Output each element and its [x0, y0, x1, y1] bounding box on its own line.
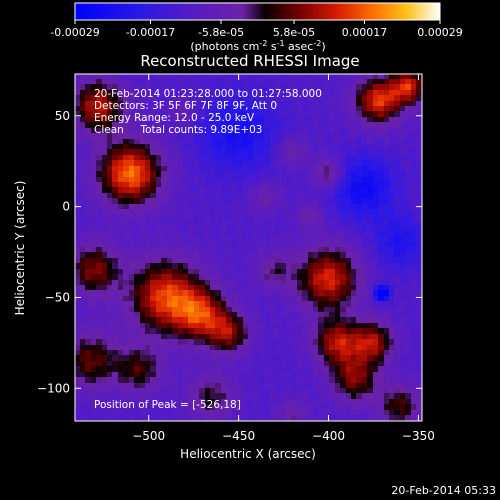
colorbar-tick-label: 5.8e-05 — [273, 26, 315, 39]
x-tick-label: −350 — [402, 429, 435, 443]
colorbar-tick-label: 0.00029 — [417, 26, 463, 39]
y-tick-label: −50 — [45, 290, 70, 304]
colorbar-tick-label: -5.8e-05 — [198, 26, 244, 39]
x-tick-label: −500 — [132, 429, 165, 443]
annotation-time: 20-Feb-2014 01:23:28.000 to 01:27:58.000 — [94, 88, 322, 100]
x-axis-ticks: −500 −450 −400 −350 — [132, 74, 435, 443]
x-axis-label: Heliocentric X (arcsec) — [180, 447, 316, 461]
x-tick-label: −400 — [312, 429, 345, 443]
colorbar-ticks: -0.00029 -0.00017 -5.8e-05 5.8e-05 0.00017 0.… — [50, 20, 463, 39]
annotation-block: 20-Feb-2014 01:23:28.000 to 01:27:58.000… — [94, 88, 322, 136]
colorbar-gradient — [74, 2, 441, 21]
y-tick-label: −100 — [37, 381, 70, 395]
peak-position-label: Position of Peak = [-526,18] — [94, 399, 241, 411]
annotation-energy: Energy Range: 12.0 - 25.0 keV — [94, 112, 255, 124]
colorbar-tick-label: -0.00017 — [126, 26, 175, 39]
colorbar-tick-label: 0.00017 — [342, 26, 388, 39]
x-tick-label: −450 — [222, 429, 255, 443]
y-axis-label: Heliocentric Y (arcsec) — [13, 181, 27, 316]
y-axis-ticks: −100 −50 0 50 — [37, 109, 422, 395]
plot-frame — [74, 73, 423, 422]
colorbar-tick-label: -0.00029 — [50, 26, 99, 39]
colorbar: -0.00029 -0.00017 -5.8e-05 5.8e-05 0.00017 0.… — [50, 2, 463, 53]
heatmap-image — [75, 74, 422, 421]
y-tick-label: 0 — [62, 200, 70, 214]
y-tick-label: 50 — [55, 109, 70, 123]
colorbar-unit-label: (photons cm-2 s-1 asec-2) — [190, 39, 325, 53]
footer-timestamp: 20-Feb-2014 05:33 — [391, 484, 496, 497]
annotation-counts: Clean Total counts: 9.89E+03 — [94, 124, 263, 136]
chart-title: Reconstructed RHESSI Image — [140, 52, 360, 70]
annotation-detectors: Detectors: 3F 5F 6F 7F 8F 9F, Att 0 — [94, 100, 277, 112]
